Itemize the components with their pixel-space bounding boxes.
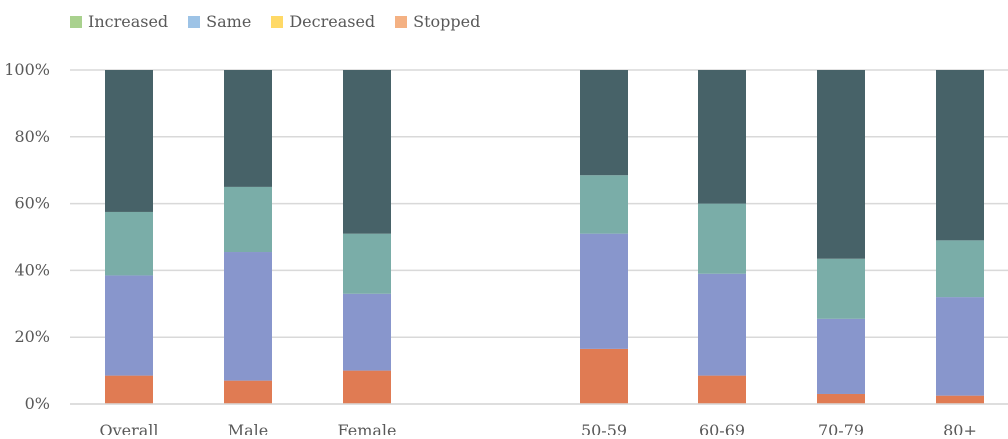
- x-tick-label: Overall: [99, 421, 158, 435]
- bar-segment: [343, 370, 391, 404]
- legend-swatch-decreased: [271, 15, 284, 28]
- y-tick-label: 80%: [14, 127, 50, 146]
- legend-item-same: Same: [188, 12, 251, 31]
- bar-segment: [817, 258, 865, 319]
- x-tick-label: Male: [228, 421, 269, 435]
- legend-swatch-stopped: [395, 15, 408, 28]
- y-tick-label: 20%: [14, 327, 50, 346]
- bar-segment: [698, 375, 746, 404]
- bar-segment: [224, 186, 272, 253]
- legend-label-decreased: Decreased: [289, 12, 376, 31]
- legend-swatch-same: [188, 15, 201, 28]
- legend-item-stopped: Stopped: [395, 12, 480, 31]
- bar-segment: [936, 297, 984, 396]
- y-tick-label: 60%: [14, 194, 50, 213]
- bar-segment: [224, 252, 272, 381]
- bar-segment: [698, 70, 746, 204]
- bar-segment: [817, 318, 865, 394]
- legend-swatch-increased: [70, 15, 82, 28]
- x-tick-label: 80+: [943, 421, 977, 435]
- x-tick-label: 50-59: [581, 421, 627, 435]
- legend-label-increased: Increased: [88, 12, 169, 31]
- x-tick-label: 60-69: [699, 421, 745, 435]
- bar-segment: [580, 175, 628, 234]
- bar-segment: [817, 393, 865, 404]
- bar-segment: [105, 375, 153, 404]
- bar-segment: [698, 203, 746, 274]
- bar-segment: [224, 70, 272, 187]
- bar-segment: [580, 70, 628, 176]
- x-tick-label: 70-79: [818, 421, 864, 435]
- legend: Increased Same Decreased Stopped: [70, 12, 480, 31]
- bar-segment: [580, 233, 628, 349]
- x-tick-label: Female: [338, 421, 397, 435]
- bar-segment: [936, 240, 984, 298]
- y-tick-label: 0%: [25, 394, 50, 413]
- bar-segment: [105, 275, 153, 376]
- y-tick-label: 100%: [4, 60, 50, 79]
- bar-segment: [105, 70, 153, 212]
- bar-segment: [580, 348, 628, 404]
- bar-segment: [698, 273, 746, 376]
- legend-item-increased: Increased: [70, 12, 168, 31]
- y-tick-label: 40%: [14, 260, 50, 279]
- bar-segment: [224, 380, 272, 404]
- bar-segment: [343, 293, 391, 371]
- bar-segment: [105, 211, 153, 276]
- bar-segment: [343, 70, 391, 234]
- legend-item-decreased: Decreased: [271, 12, 375, 31]
- legend-label-same: Same: [206, 12, 252, 31]
- bar-segment: [817, 70, 865, 259]
- bar-segment: [936, 395, 984, 404]
- bar-segment: [936, 70, 984, 241]
- bar-segment: [343, 233, 391, 294]
- legend-label-stopped: Stopped: [413, 12, 481, 31]
